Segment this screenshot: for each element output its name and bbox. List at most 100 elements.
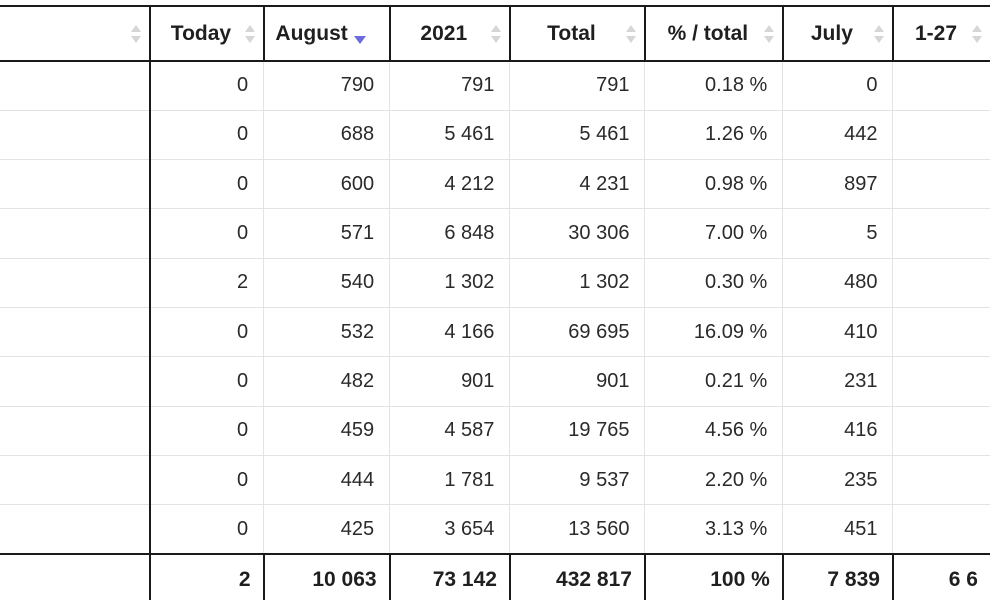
cell-july: 5: [782, 208, 893, 259]
column-header-label: 1-27: [914, 21, 957, 45]
total-today: 2: [149, 552, 264, 600]
cell-d127: [892, 307, 990, 358]
cell-total: 901: [509, 356, 645, 407]
table-row: 0 571 6 848 30 306 7.00 % 5: [0, 208, 990, 259]
cell-today: 0: [150, 356, 264, 407]
stats-table: Today August 2021 Total % / total July 1-27 0 7…: [0, 5, 990, 600]
cell-pct: 2.20 %: [644, 455, 783, 506]
cell-today: 0: [150, 504, 264, 555]
cell-y2021: 6 848: [389, 208, 510, 259]
cell-total: 13 560: [509, 504, 645, 555]
cell-august: 459: [263, 406, 390, 456]
cell-y2021: 1 302: [389, 258, 510, 308]
table-body: 0 790 791 791 0.18 % 0 0 688 5 461 5 461 1.26 % 442…: [0, 61, 990, 555]
cell-pct: 0.18 %: [644, 61, 783, 111]
cell-august: 532: [263, 307, 390, 358]
total-july: 7 839: [781, 552, 893, 600]
cell-pct: 7.00 %: [644, 208, 783, 259]
table-row: 0 790 791 791 0.18 % 0: [0, 61, 990, 111]
table-row: 0 532 4 166 69 695 16.09 % 410: [0, 307, 990, 358]
column-header-d127[interactable]: 1-27: [891, 5, 990, 62]
cell-name: [0, 159, 152, 210]
cell-pct: 0.21 %: [644, 356, 783, 407]
column-header-label: July: [810, 21, 853, 45]
cell-august: 425: [263, 504, 390, 555]
cell-name: [0, 258, 152, 308]
cell-name: [0, 61, 152, 111]
total-august: 10 063: [262, 552, 390, 600]
column-header-total[interactable]: Total: [508, 5, 645, 62]
cell-july: 416: [782, 406, 893, 456]
total-name: [0, 552, 151, 600]
cell-y2021: 791: [389, 61, 510, 111]
cell-d127: [892, 159, 990, 210]
cell-today: 2: [150, 258, 264, 308]
sort-icon: [763, 24, 774, 43]
cell-name: [0, 110, 152, 161]
cell-name: [0, 356, 152, 407]
table-row: 0 482 901 901 0.21 % 231: [0, 356, 990, 407]
cell-august: 688: [263, 110, 390, 161]
column-header-august[interactable]: August: [262, 5, 390, 62]
cell-july: 410: [782, 307, 893, 358]
totals-row: 2 10 063 73 142 432 817 100 % 7 839 6 6: [0, 552, 990, 600]
cell-today: 0: [150, 61, 264, 111]
cell-august: 571: [263, 208, 390, 259]
sort-icon: [490, 24, 501, 43]
column-header-label: Today: [170, 21, 232, 45]
cell-august: 600: [263, 159, 390, 210]
total-total: 432 817: [508, 552, 645, 600]
column-header-y2021[interactable]: 2021: [388, 5, 510, 62]
sort-icon: [625, 24, 636, 43]
cell-today: 0: [150, 110, 264, 161]
cell-name: [0, 406, 152, 456]
sort-icon: [873, 24, 884, 43]
column-header-label: August: [275, 21, 348, 45]
cell-d127: [892, 258, 990, 308]
cell-y2021: 5 461: [389, 110, 510, 161]
cell-total: 9 537: [509, 455, 645, 506]
cell-y2021: 3 654: [389, 504, 510, 555]
cell-august: 482: [263, 356, 390, 407]
cell-d127: [892, 455, 990, 506]
column-header-july[interactable]: July: [781, 5, 893, 62]
column-header-label: % / total: [667, 21, 749, 45]
table-row: 0 459 4 587 19 765 4.56 % 416: [0, 406, 990, 456]
cell-july: 480: [782, 258, 893, 308]
cell-pct: 3.13 %: [644, 504, 783, 555]
sort-desc-icon: [353, 35, 366, 44]
cell-pct: 1.26 %: [644, 110, 783, 161]
cell-total: 5 461: [509, 110, 645, 161]
cell-d127: [892, 61, 990, 111]
cell-total: 30 306: [509, 208, 645, 259]
column-header-pct[interactable]: % / total: [643, 5, 783, 62]
cell-d127: [892, 208, 990, 259]
table-row: 2 540 1 302 1 302 0.30 % 480: [0, 258, 990, 308]
cell-y2021: 4 166: [389, 307, 510, 358]
cell-july: 897: [782, 159, 893, 210]
column-header-label: 2021: [420, 21, 468, 45]
total-y2021: 73 142: [388, 552, 510, 600]
cell-july: 231: [782, 356, 893, 407]
cell-total: 19 765: [509, 406, 645, 456]
column-header-today[interactable]: Today: [149, 5, 264, 62]
cell-today: 0: [150, 159, 264, 210]
cell-d127: [892, 356, 990, 407]
column-header-label: Total: [547, 21, 596, 45]
cell-total: 791: [509, 61, 645, 111]
cell-july: 235: [782, 455, 893, 506]
cell-pct: 4.56 %: [644, 406, 783, 456]
table-row: 0 444 1 781 9 537 2.20 % 235: [0, 455, 990, 506]
cell-today: 0: [150, 208, 264, 259]
cell-august: 540: [263, 258, 390, 308]
cell-name: [0, 455, 152, 506]
sort-icon: [244, 24, 255, 43]
cell-name: [0, 208, 152, 259]
column-header-name[interactable]: [0, 5, 151, 62]
cell-y2021: 4 212: [389, 159, 510, 210]
sort-icon: [131, 24, 142, 43]
cell-y2021: 901: [389, 356, 510, 407]
cell-y2021: 4 587: [389, 406, 510, 456]
table-row: 0 688 5 461 5 461 1.26 % 442: [0, 110, 990, 161]
table-row: 0 425 3 654 13 560 3.13 % 451: [0, 504, 990, 555]
